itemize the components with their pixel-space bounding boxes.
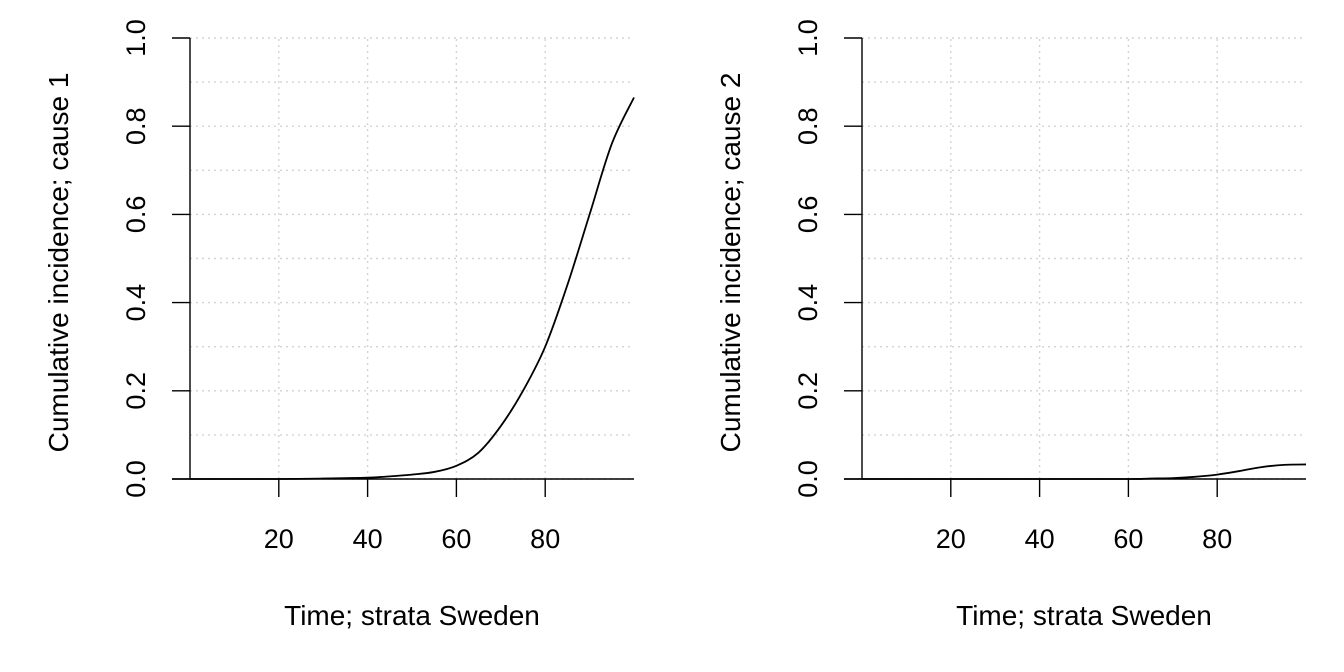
panel-1-y-tick-label: 0.4 [121,284,151,322]
panel-2-x-tick-label: 40 [1025,524,1055,554]
panel-1-x-tick-label: 40 [353,524,383,554]
panel-2-y-tick-label: 0.0 [793,460,823,498]
panel-1-x-tick-label: 20 [264,524,294,554]
panel-2-y-tick-label: 0.2 [793,372,823,410]
panel-1-y-tick-label: 0.2 [121,372,151,410]
panel-1-y-tick-label: 1.0 [121,19,151,57]
panel-1-series-line-1 [189,97,635,480]
panel-1-x-axis-title: Time; strata Sweden [284,600,540,631]
panel-1-x-tick-label: 60 [441,524,471,554]
panel-1: 0.0 0.2 0.4 0.6 0.8 1.0 20 40 60 80 Time; strata S… [43,19,635,631]
panel-1-y-tick-label: 0.6 [121,196,151,234]
panel-2-x-tick-label: 20 [936,524,966,554]
panel-2-x-tick-label: 60 [1113,524,1143,554]
panel-2-series-line-1 [861,463,1307,480]
panel-2-y-tick-label: 1.0 [793,19,823,57]
panel-2-y-tick-label: 0.8 [793,107,823,145]
panel-2-grid [862,37,1306,480]
panel-1-x-tick-label: 80 [530,524,560,554]
panel-1-y-tick-label: 0.0 [121,460,151,498]
panel-1-y-axis-title: Cumulative incidence; cause 1 [43,73,74,453]
panel-2-y-tick-label: 0.4 [793,284,823,322]
panel-1-grid [190,37,634,480]
panel-2-x-axis-title: Time; strata Sweden [956,600,1212,631]
panel-1-y-tick-label: 0.8 [121,107,151,145]
panel-2-x-tick-label: 80 [1202,524,1232,554]
panel-2-y-tick-label: 0.6 [793,196,823,234]
panel-2-y-axis-title: Cumulative incidence; cause 2 [715,73,746,453]
panel-2: 0.0 0.2 0.4 0.6 0.8 1.0 20 40 60 80 Time; strata S… [715,19,1307,631]
